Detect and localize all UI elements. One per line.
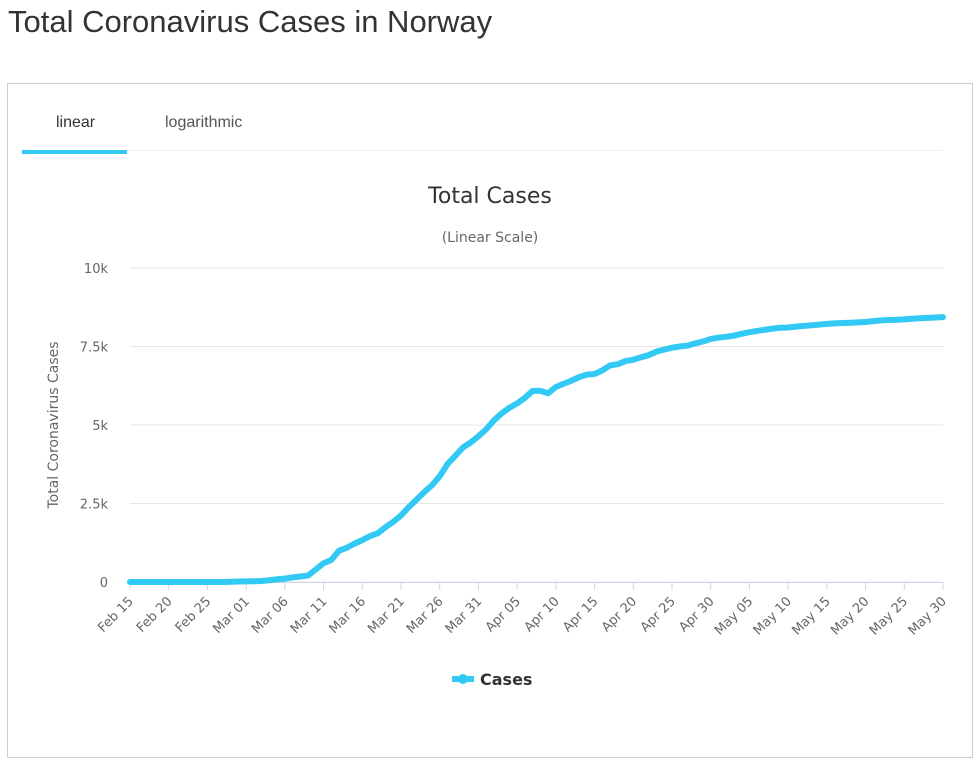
y-tick-label: 0 xyxy=(100,576,108,591)
y-tick-label: 2.5k xyxy=(80,498,109,513)
line-series xyxy=(127,314,946,585)
x-tick-label: Apr 20 xyxy=(599,594,640,635)
x-tick-label: Feb 15 xyxy=(95,594,137,636)
chart-title: Total Cases xyxy=(427,184,552,209)
tab-divider xyxy=(22,150,942,151)
x-tick-label: Mar 11 xyxy=(288,594,331,637)
x-tick-label: Apr 30 xyxy=(676,594,717,635)
y-axis-title: Total Coronavirus Cases xyxy=(46,341,62,509)
x-tick-label: Mar 06 xyxy=(249,594,292,637)
x-tick-label: Apr 05 xyxy=(483,594,524,635)
x-tick-label: Mar 16 xyxy=(327,594,370,637)
x-tick-label: Feb 20 xyxy=(134,594,176,636)
y-tick-label: 7.5k xyxy=(80,341,109,356)
x-tick-label: Apr 15 xyxy=(560,594,601,635)
y-tick-label: 10k xyxy=(84,262,109,277)
x-tick-label: Mar 01 xyxy=(210,594,253,637)
x-tick-label: May 25 xyxy=(867,594,911,638)
x-tick-label: Mar 31 xyxy=(443,594,486,637)
x-tick-label: May 20 xyxy=(828,594,872,638)
x-tick-label: May 05 xyxy=(712,594,756,638)
x-tick-label: Feb 25 xyxy=(173,594,215,636)
x-tick-label: Apr 25 xyxy=(638,594,679,635)
x-tick-label: Mar 21 xyxy=(365,594,408,637)
active-tab-indicator xyxy=(22,150,127,154)
tab[interactable]: linear xyxy=(56,114,96,131)
page-title: Total Coronavirus Cases in Norway xyxy=(8,4,493,39)
x-tick-label: Apr 10 xyxy=(522,594,563,635)
x-tick-label: May 15 xyxy=(789,594,833,638)
legend-symbol-marker[interactable] xyxy=(458,674,468,684)
chart-box: linear logarithmic xyxy=(7,83,973,758)
legend-label[interactable]: Cases xyxy=(480,670,532,689)
x-tick-label: May 10 xyxy=(751,594,795,638)
chart-subtitle: (Linear Scale) xyxy=(442,230,539,246)
y-tick-label: 5k xyxy=(92,419,108,434)
tab[interactable]: logarithmic xyxy=(165,114,243,131)
x-tick-label: May 30 xyxy=(906,594,950,638)
x-tick-label: Mar 26 xyxy=(404,594,447,637)
